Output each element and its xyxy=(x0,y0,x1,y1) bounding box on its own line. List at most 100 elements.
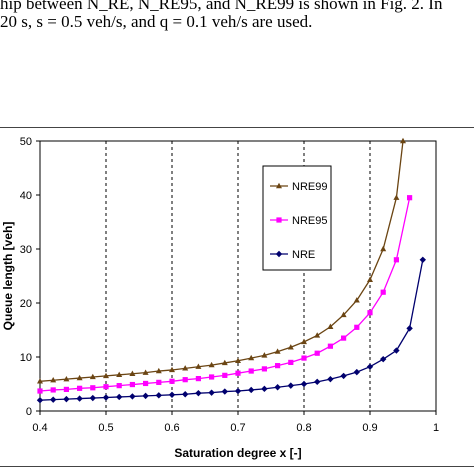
data-point-nre95 xyxy=(37,388,43,394)
data-point-nre xyxy=(221,388,228,395)
y-tick-label: 10 xyxy=(20,352,32,364)
data-point-nre xyxy=(102,394,110,401)
data-point-nre xyxy=(129,393,136,400)
x-tick-label: 0.4 xyxy=(32,422,47,434)
figure-bottom-rule xyxy=(0,466,474,467)
data-point-nre99 xyxy=(301,338,307,345)
data-point-nre95 xyxy=(275,363,281,369)
legend-marker-nre99 xyxy=(276,182,282,189)
data-point-nre95 xyxy=(380,289,386,295)
data-point-nre95 xyxy=(90,385,96,391)
data-point-nre95 xyxy=(63,386,69,392)
data-point-nre99 xyxy=(76,374,83,381)
data-point-nre xyxy=(248,386,255,394)
y-tick-label: 20 xyxy=(20,298,32,310)
data-point-nre95 xyxy=(341,335,347,341)
x-tick-label: 0.8 xyxy=(296,422,311,434)
data-point-nre xyxy=(89,394,96,402)
data-point-nre99 xyxy=(261,352,268,358)
data-point-nre95 xyxy=(156,379,162,385)
data-point-nre99 xyxy=(235,357,241,363)
data-point-nre95 xyxy=(393,257,399,263)
data-point-nre xyxy=(340,372,347,380)
data-point-nre99 xyxy=(393,194,400,200)
data-point-nre99 xyxy=(50,377,57,383)
y-tick-label: 0 xyxy=(26,406,32,418)
x-tick-label: 0.5 xyxy=(98,422,113,434)
legend-label-nre95: NRE95 xyxy=(292,215,327,227)
data-point-nre xyxy=(261,385,268,393)
x-tick-label: 1 xyxy=(433,422,439,434)
legend-marker-nre xyxy=(275,250,283,258)
data-point-nre xyxy=(142,392,149,400)
data-point-nre xyxy=(168,391,176,398)
data-point-nre95 xyxy=(143,380,149,387)
data-point-nre95 xyxy=(407,195,413,201)
data-point-nre95 xyxy=(235,370,241,376)
data-point-nre xyxy=(274,384,281,391)
data-point-nre95 xyxy=(116,383,122,389)
data-point-nre99 xyxy=(353,297,360,303)
data-point-nre99 xyxy=(314,332,321,338)
data-point-nre99 xyxy=(103,372,109,379)
body-text-line-1: hip between N_RE, N_RE95, and N_RE99 is … xyxy=(0,0,443,13)
data-point-nre xyxy=(234,387,242,395)
data-point-nre99 xyxy=(221,359,228,366)
data-point-nre99 xyxy=(182,365,189,371)
data-point-nre xyxy=(353,368,360,376)
data-point-nre xyxy=(36,397,44,404)
data-point-nre95 xyxy=(209,374,215,380)
data-point-nre99 xyxy=(287,344,294,350)
data-point-nre95 xyxy=(288,359,294,365)
data-point-nre99 xyxy=(37,378,43,384)
data-point-nre99 xyxy=(63,375,70,382)
data-point-nre99 xyxy=(327,323,334,329)
data-point-nre95 xyxy=(182,377,188,383)
legend-label-nre: NRE xyxy=(292,249,315,261)
body-text-line-2: 20 s, s = 0.5 veh/s, and q = 0.1 veh/s a… xyxy=(0,12,313,31)
data-point-nre99 xyxy=(142,369,149,375)
data-point-nre xyxy=(208,389,215,396)
y-tick-label: 40 xyxy=(20,190,32,202)
data-point-nre xyxy=(393,347,400,354)
data-point-nre95 xyxy=(77,385,83,391)
y-tick-label: 30 xyxy=(20,244,32,256)
data-point-nre xyxy=(327,375,334,383)
data-point-nre xyxy=(366,363,374,370)
data-point-nre99 xyxy=(400,137,406,144)
data-point-nre xyxy=(50,396,57,403)
y-tick-label: 50 xyxy=(20,136,32,148)
x-axis-title: Saturation degree x [-] xyxy=(174,446,301,460)
data-point-nre xyxy=(419,256,426,263)
data-point-nre95 xyxy=(50,387,56,393)
data-point-nre99 xyxy=(89,373,96,380)
data-point-nre99 xyxy=(116,371,123,378)
data-point-nre99 xyxy=(248,354,255,361)
data-point-nre99 xyxy=(169,366,175,373)
data-point-nre99 xyxy=(129,370,136,376)
data-point-nre99 xyxy=(195,363,202,369)
data-point-nre xyxy=(116,393,123,401)
data-point-nre xyxy=(314,378,321,386)
x-tick-label: 0.6 xyxy=(164,422,179,434)
figure-top-rule xyxy=(0,127,474,128)
legend-box xyxy=(262,165,332,271)
data-point-nre xyxy=(182,391,189,398)
data-point-nre95 xyxy=(301,355,307,361)
x-tick-label: 0.9 xyxy=(362,422,377,434)
data-point-nre95 xyxy=(354,324,360,330)
data-point-nre95 xyxy=(367,310,373,316)
data-point-nre95 xyxy=(222,372,228,378)
data-point-nre95 xyxy=(248,368,254,374)
y-axis-title: Queue length [veh] xyxy=(1,222,15,331)
data-point-nre95 xyxy=(169,378,175,384)
data-point-nre xyxy=(300,380,308,388)
data-point-nre95 xyxy=(195,376,201,382)
legend-marker-nre95 xyxy=(276,217,282,223)
data-point-nre95 xyxy=(314,350,320,356)
data-point-nre xyxy=(287,382,294,389)
data-point-nre99 xyxy=(340,311,347,318)
data-point-nre99 xyxy=(274,348,281,354)
data-point-nre99 xyxy=(208,361,215,368)
